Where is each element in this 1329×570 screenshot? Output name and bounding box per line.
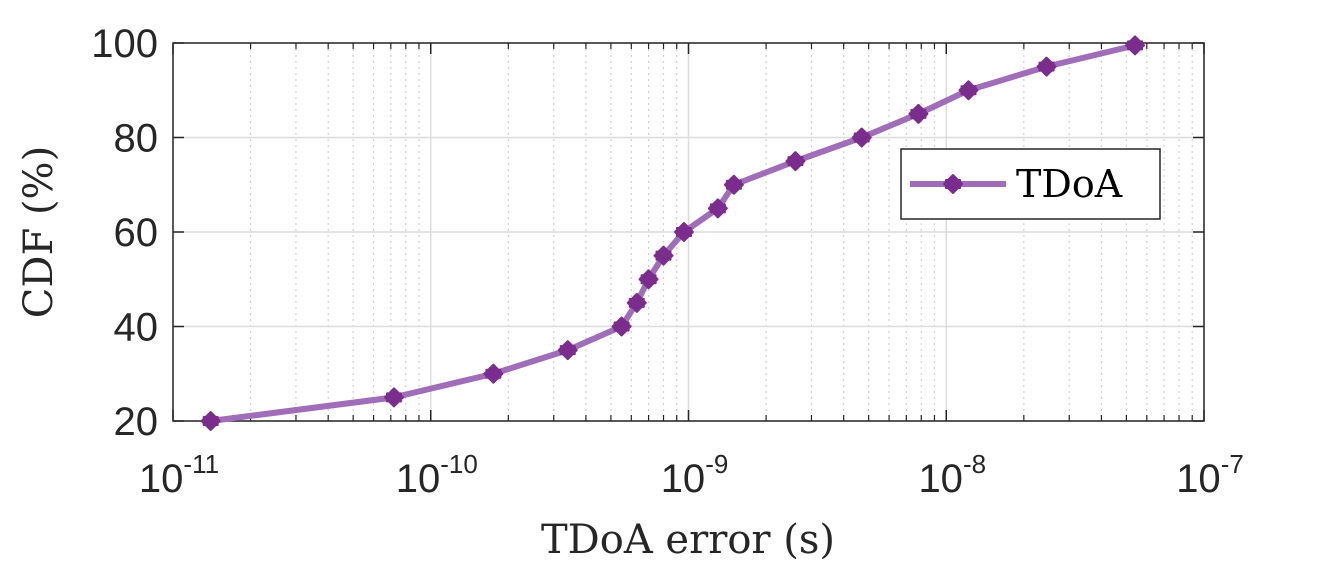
- data-point-marker: [383, 387, 404, 408]
- data-point-marker: [851, 127, 872, 148]
- x-tick-label: 10-8: [918, 449, 986, 501]
- y-tick-label: 100: [91, 22, 158, 66]
- x-tick-label: 10-10: [396, 449, 478, 501]
- data-point-marker: [483, 363, 504, 384]
- data-point-marker: [557, 340, 578, 361]
- x-tick-labels: 10-11 10-10 10-9 10-8 10-7: [139, 449, 1244, 501]
- y-tick-label: 80: [114, 117, 159, 161]
- x-tick-exponent: -7: [1221, 449, 1244, 479]
- series-tdoa: [200, 35, 1146, 431]
- data-point-marker: [611, 316, 632, 337]
- data-point-marker: [1036, 56, 1057, 77]
- x-tick-label: 10-7: [1176, 449, 1244, 501]
- data-point-marker: [200, 411, 221, 431]
- tick-marks: [172, 42, 1205, 422]
- y-tick-label: 20: [114, 400, 159, 444]
- y-axis-title: CDF (%): [16, 146, 62, 318]
- data-point-marker: [673, 222, 694, 242]
- x-tick-exponent: -10: [440, 449, 478, 479]
- y-tick-label: 40: [114, 306, 159, 350]
- data-point-marker: [707, 198, 728, 219]
- x-tick-base: 10: [661, 457, 706, 501]
- data-point-marker: [626, 292, 647, 313]
- x-tick-exponent: -11: [183, 449, 219, 479]
- data-point-marker: [1125, 35, 1146, 56]
- legend: TDoA: [900, 148, 1161, 220]
- data-point-marker: [785, 151, 806, 172]
- x-tick-label: 10-11: [139, 449, 219, 501]
- x-tick-base: 10: [1176, 457, 1221, 501]
- legend-marker: [943, 174, 963, 194]
- x-tick-exponent: -9: [705, 449, 728, 479]
- x-tick-label: 10-9: [661, 449, 729, 501]
- y-tick-label: 60: [114, 211, 159, 255]
- x-tick-base: 10: [918, 457, 963, 501]
- legend-label: TDoA: [1016, 162, 1123, 206]
- data-point-marker: [908, 103, 929, 124]
- x-tick-exponent: -8: [963, 449, 986, 479]
- x-axis-title: TDoA error (s): [541, 517, 835, 563]
- x-tick-base: 10: [396, 457, 441, 501]
- y-tick-labels: 20 40 60 80 100: [91, 22, 158, 444]
- data-point-marker: [653, 245, 674, 266]
- data-point-marker: [723, 174, 744, 195]
- data-point-marker: [958, 80, 979, 101]
- series-line: [207, 42, 1139, 424]
- data-point-marker: [638, 269, 659, 290]
- x-tick-base: 10: [139, 457, 184, 501]
